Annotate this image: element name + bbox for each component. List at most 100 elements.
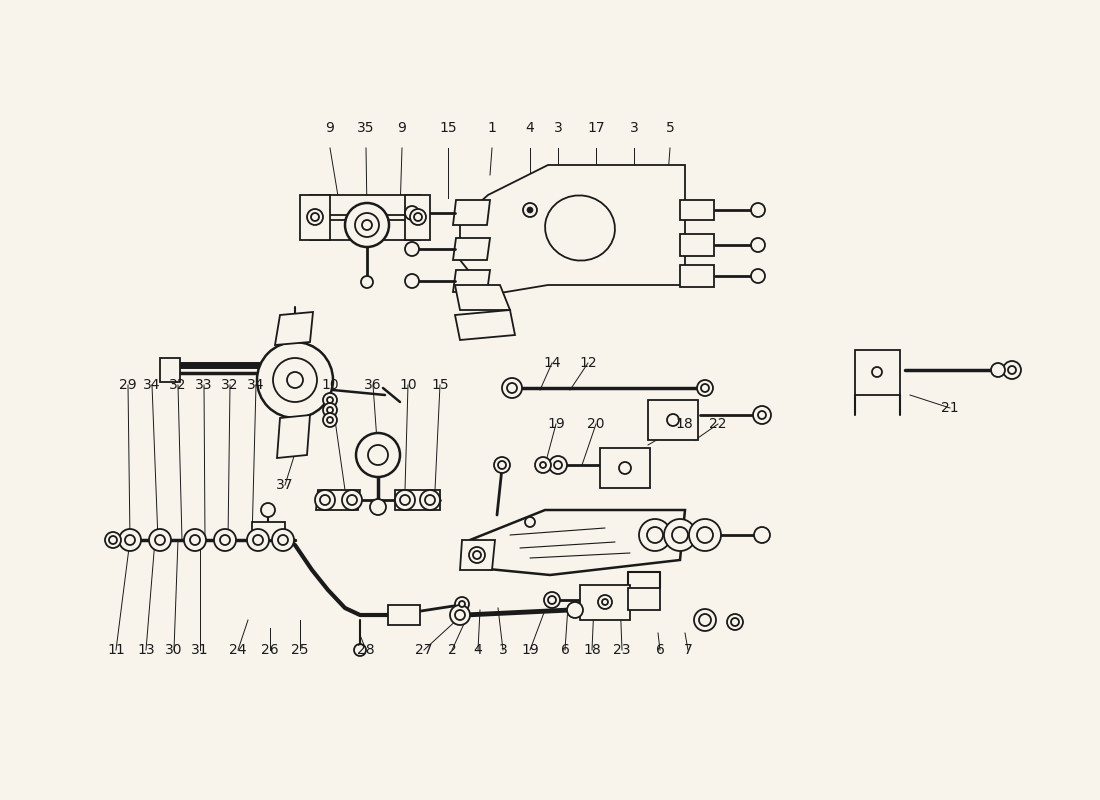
- Text: 6: 6: [561, 643, 570, 657]
- Circle shape: [494, 457, 510, 473]
- Circle shape: [368, 445, 388, 465]
- Circle shape: [450, 605, 470, 625]
- Text: 27: 27: [416, 643, 432, 657]
- Polygon shape: [600, 448, 650, 488]
- Polygon shape: [310, 220, 420, 240]
- Circle shape: [727, 614, 742, 630]
- Polygon shape: [680, 200, 714, 220]
- Circle shape: [473, 551, 481, 559]
- Polygon shape: [300, 195, 330, 240]
- Circle shape: [273, 358, 317, 402]
- Circle shape: [672, 527, 688, 543]
- Circle shape: [455, 597, 469, 611]
- Text: 33: 33: [196, 378, 212, 392]
- Circle shape: [184, 529, 206, 551]
- Text: 34: 34: [143, 378, 161, 392]
- Circle shape: [345, 203, 389, 247]
- Circle shape: [602, 599, 608, 605]
- Circle shape: [272, 529, 294, 551]
- Text: 30: 30: [165, 643, 183, 657]
- Circle shape: [455, 610, 465, 620]
- Circle shape: [498, 461, 506, 469]
- Circle shape: [287, 372, 303, 388]
- Circle shape: [619, 462, 631, 474]
- Circle shape: [751, 238, 764, 252]
- Polygon shape: [628, 588, 660, 610]
- Circle shape: [104, 532, 121, 548]
- Text: 1: 1: [487, 121, 496, 135]
- Polygon shape: [277, 415, 310, 458]
- Text: 29: 29: [119, 378, 136, 392]
- Circle shape: [1008, 366, 1016, 374]
- Circle shape: [370, 499, 386, 515]
- Polygon shape: [470, 510, 685, 575]
- Circle shape: [697, 527, 713, 543]
- Polygon shape: [680, 234, 714, 256]
- Text: 5: 5: [666, 121, 674, 135]
- Text: 4: 4: [474, 643, 483, 657]
- Polygon shape: [316, 490, 360, 510]
- Circle shape: [320, 495, 330, 505]
- Circle shape: [342, 490, 362, 510]
- Circle shape: [307, 209, 323, 225]
- Circle shape: [664, 519, 696, 551]
- Circle shape: [566, 602, 583, 618]
- Polygon shape: [680, 265, 714, 287]
- Text: 15: 15: [431, 378, 449, 392]
- Circle shape: [315, 490, 336, 510]
- Text: 17: 17: [587, 121, 605, 135]
- Circle shape: [694, 609, 716, 631]
- Circle shape: [420, 490, 440, 510]
- Polygon shape: [580, 585, 630, 620]
- Polygon shape: [405, 195, 430, 240]
- Circle shape: [410, 209, 426, 225]
- Text: 6: 6: [656, 643, 664, 657]
- Circle shape: [667, 414, 679, 426]
- Text: 26: 26: [261, 643, 278, 657]
- Circle shape: [362, 220, 372, 230]
- Text: 12: 12: [580, 356, 597, 370]
- Polygon shape: [310, 195, 420, 215]
- Circle shape: [991, 363, 1005, 377]
- Circle shape: [109, 536, 117, 544]
- Polygon shape: [648, 400, 698, 440]
- Circle shape: [544, 592, 560, 608]
- Text: 2: 2: [448, 643, 456, 657]
- Text: 3: 3: [498, 643, 507, 657]
- Circle shape: [639, 519, 671, 551]
- Text: 18: 18: [583, 643, 601, 657]
- Polygon shape: [388, 605, 420, 625]
- Polygon shape: [275, 312, 314, 345]
- Circle shape: [400, 495, 410, 505]
- Text: 9: 9: [397, 121, 406, 135]
- Text: 14: 14: [543, 356, 561, 370]
- Circle shape: [346, 495, 358, 505]
- Circle shape: [549, 456, 566, 474]
- Circle shape: [872, 367, 882, 377]
- Circle shape: [554, 461, 562, 469]
- Circle shape: [155, 535, 165, 545]
- Circle shape: [459, 601, 465, 607]
- Text: 7: 7: [683, 643, 692, 657]
- Circle shape: [1003, 361, 1021, 379]
- Circle shape: [754, 527, 770, 543]
- Circle shape: [253, 535, 263, 545]
- Circle shape: [758, 411, 766, 419]
- Polygon shape: [460, 540, 495, 570]
- Polygon shape: [453, 200, 490, 225]
- Circle shape: [701, 384, 710, 392]
- Circle shape: [323, 403, 337, 417]
- Circle shape: [732, 618, 739, 626]
- Polygon shape: [395, 490, 440, 510]
- Text: 4: 4: [526, 121, 535, 135]
- Text: 31: 31: [191, 643, 209, 657]
- Circle shape: [598, 595, 612, 609]
- Text: 19: 19: [547, 417, 565, 431]
- Circle shape: [323, 413, 337, 427]
- Circle shape: [525, 517, 535, 527]
- Text: 21: 21: [942, 401, 959, 415]
- Text: 10: 10: [321, 378, 339, 392]
- Circle shape: [647, 527, 663, 543]
- Circle shape: [689, 519, 720, 551]
- Circle shape: [327, 407, 333, 413]
